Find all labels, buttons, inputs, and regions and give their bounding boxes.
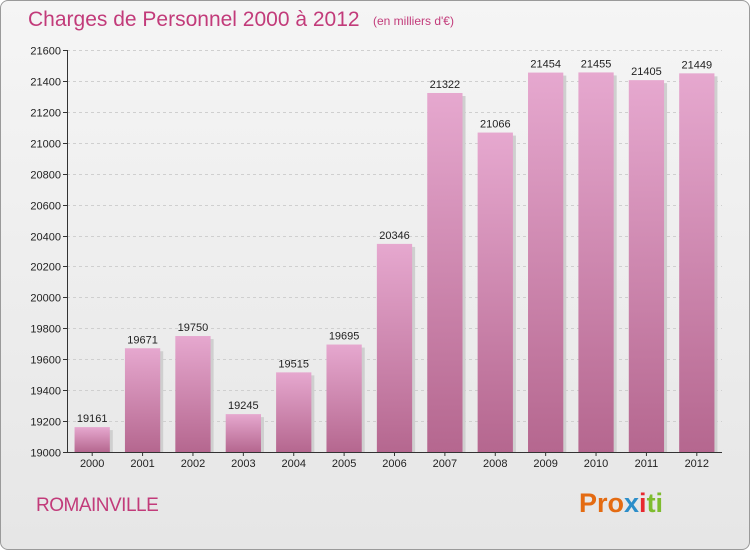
y-tick-label: 19600 <box>30 355 61 367</box>
y-tick-label: 19400 <box>30 386 61 398</box>
x-tick-label: 2002 <box>181 458 205 470</box>
bar <box>679 73 715 452</box>
y-tick-label: 20600 <box>30 201 61 213</box>
x-tick-label: 2003 <box>231 458 255 470</box>
data-label: 21066 <box>480 119 511 131</box>
x-tick-label: 2009 <box>533 458 557 470</box>
data-label: 21454 <box>530 59 561 71</box>
bar <box>225 414 261 452</box>
data-label: 21322 <box>430 79 461 91</box>
y-tick-label: 21400 <box>30 77 61 89</box>
bar <box>124 348 161 452</box>
axes: 19000 19200 19400 19600 19800 20000 20200 20400… <box>30 46 722 470</box>
y-tick-label: 20400 <box>30 232 61 244</box>
y-tick-label: 21600 <box>30 46 61 58</box>
x-tick-label: 2006 <box>382 458 406 470</box>
bar <box>376 243 413 452</box>
data-label: 21455 <box>581 58 612 70</box>
bar <box>427 92 463 452</box>
bar <box>326 344 362 452</box>
chart-title: Charges de Personnel 2000 à 2012 <box>28 8 360 31</box>
data-label: 20346 <box>379 230 410 242</box>
x-tick-label: 2001 <box>130 458 154 470</box>
labels: 19161 19671 19750 19245 19515 19695 20346 21322… <box>77 58 712 425</box>
bar <box>276 372 312 452</box>
data-label: 19245 <box>228 400 259 412</box>
x-tick-label: 2011 <box>635 458 659 470</box>
y-tick-label: 19200 <box>30 417 61 429</box>
bar <box>628 80 665 453</box>
y-tick-label: 21200 <box>30 108 61 120</box>
y-tick-label: 20800 <box>30 170 61 182</box>
bar <box>477 132 513 452</box>
y-tick-label: 20200 <box>30 262 61 274</box>
city-name: ROMAINVILLE <box>36 495 159 516</box>
x-tick-label: 2012 <box>685 458 709 470</box>
data-label: 19695 <box>329 331 360 343</box>
data-label: 21405 <box>631 66 662 78</box>
x-tick-label: 2007 <box>433 458 457 470</box>
x-tick-label: 2010 <box>584 458 608 470</box>
bar <box>175 336 211 452</box>
data-label: 19515 <box>278 358 309 370</box>
bar <box>578 72 614 453</box>
data-label: 19750 <box>178 322 209 334</box>
y-tick-label: 21000 <box>30 139 61 151</box>
y-tick-label: 19000 <box>30 448 61 460</box>
y-tick-label: 19800 <box>30 324 61 336</box>
bars <box>74 72 718 453</box>
x-tick-label: 2008 <box>483 458 507 470</box>
proxiti-logo: Proxiti <box>579 488 664 518</box>
x-tick-label: 2004 <box>281 458 305 470</box>
data-label: 19161 <box>77 413 108 425</box>
x-tick-label: 2000 <box>80 458 104 470</box>
data-label: 21449 <box>682 59 713 71</box>
data-label: 19671 <box>127 334 158 346</box>
chart-subtitle: (en milliers d'€) <box>373 14 454 28</box>
x-tick-label: 2005 <box>332 458 356 470</box>
bar <box>528 72 564 452</box>
y-tick-label: 20000 <box>30 293 61 305</box>
bar <box>74 427 110 452</box>
